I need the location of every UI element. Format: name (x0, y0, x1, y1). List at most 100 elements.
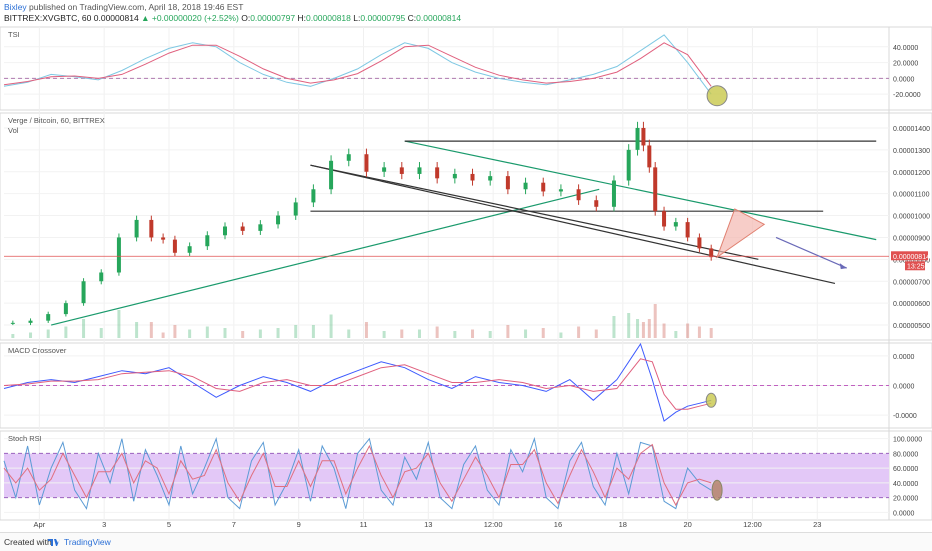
y-tick-label: 0.0000 (893, 76, 915, 83)
publish-info: Bixley published on TradingView.com, Apr… (4, 2, 243, 12)
highlight-circle (705, 392, 717, 408)
volume-bar (627, 313, 631, 338)
macd-line (3, 342, 712, 422)
last-price: 0.00000814 (93, 13, 139, 23)
candle-body (293, 202, 298, 216)
volume-bar (697, 326, 701, 338)
panel-border (0, 26, 932, 111)
author-link[interactable]: Bixley (4, 2, 27, 12)
volume-bar (173, 325, 177, 338)
candle-body (611, 180, 616, 207)
price-change: +0.00000020 (+2.52%) (151, 13, 239, 23)
trendline-support (51, 188, 600, 326)
candle-body (63, 303, 68, 315)
candle-body (81, 281, 86, 304)
candle-body (116, 237, 121, 273)
volume-bar (258, 329, 262, 338)
candle-body (697, 237, 702, 249)
candle-body (541, 182, 546, 192)
tsi-signal-line (3, 42, 712, 87)
stoch-d-line (3, 443, 712, 507)
macd-signal-line (3, 358, 712, 410)
volume-bar (709, 328, 713, 338)
volume-bar (524, 329, 528, 338)
candle-body (417, 167, 422, 174)
volume-bar (674, 331, 678, 338)
candle-body (205, 235, 210, 247)
low-value: 0.00000795 (360, 13, 406, 23)
candle-body (653, 167, 658, 212)
volume-bar (241, 331, 245, 338)
high-value: 0.00000818 (305, 13, 351, 23)
candle-body (626, 149, 631, 181)
x-tick-label: 18 (619, 520, 627, 529)
candle-body (576, 189, 581, 201)
volume-bar (577, 326, 581, 338)
stoch-k-line (3, 436, 712, 510)
candle-body (594, 200, 599, 207)
volume-bar (686, 323, 690, 338)
volume-bar (488, 331, 492, 338)
volume-bar (188, 329, 192, 338)
candle-body (223, 226, 227, 236)
candle-body (149, 219, 154, 238)
volume-bar (653, 304, 657, 338)
candle-body (523, 182, 528, 190)
x-tick-label: 11 (360, 520, 368, 529)
created-with-label: Created with (4, 537, 52, 547)
tradingview-logo-icon (48, 539, 60, 546)
publish-date: published on TradingView.com, April 18, … (26, 2, 244, 12)
trendline-resistance (404, 140, 877, 241)
candle-body (240, 226, 245, 231)
volume-bar (135, 322, 139, 338)
candle-body (364, 154, 369, 172)
y-tick-label: 60.0000 (893, 466, 918, 473)
y-tick-label: 0.00000500 (893, 323, 930, 330)
volume-bar (223, 328, 227, 338)
x-tick-label: 9 (297, 520, 301, 529)
y-tick-label: 0.00000600 (893, 301, 930, 308)
y-tick-label: 100.0000 (893, 437, 922, 444)
volume-bar (347, 329, 351, 338)
candle-body (346, 154, 351, 161)
candle-body (172, 239, 177, 253)
candle-body (685, 222, 690, 238)
volume-bar (11, 334, 15, 338)
candle-body (161, 237, 166, 240)
y-tick-label: 0.0000 (893, 354, 915, 361)
y-tick-label: -20.0000 (893, 92, 921, 99)
volume-bar (46, 329, 50, 338)
x-tick-label: 13 (424, 520, 432, 529)
panel-title: Verge / Bitcoin, 60, BITTREX (8, 116, 105, 125)
tsi-series-line (3, 34, 712, 95)
volume-bar (471, 329, 475, 338)
y-tick-label: 0.00001400 (893, 126, 930, 133)
volume-bar (417, 329, 421, 338)
tradingview-brand-link[interactable]: TradingView (64, 537, 111, 547)
volume-bar (311, 325, 315, 338)
countdown-label: 13:25 (907, 263, 925, 270)
close-value: 0.00000814 (416, 13, 462, 23)
volume-bar (506, 325, 510, 338)
panel-title: MACD Crossover (8, 346, 67, 355)
symbol-label: BITTREX:XVGBTC, 60 (4, 13, 92, 23)
x-tick-label: 3 (102, 520, 106, 529)
candle-body (258, 224, 263, 231)
volume-bar (382, 331, 386, 338)
y-tick-label: 80.0000 (893, 451, 918, 458)
x-tick-label: 16 (554, 520, 562, 529)
last-price-badge (891, 251, 928, 261)
x-tick-label: 20 (683, 520, 691, 529)
candle-body (382, 167, 387, 172)
volume-bar (435, 326, 439, 338)
volume-bar (559, 332, 563, 338)
candle-body (99, 272, 104, 282)
volume-bar (364, 322, 368, 338)
highlight-ellipse (711, 479, 723, 501)
countdown-badge (905, 261, 925, 271)
candle-body (329, 160, 334, 190)
volume-bar (541, 328, 545, 338)
candle-body (311, 189, 316, 203)
volume-bar (99, 328, 103, 338)
